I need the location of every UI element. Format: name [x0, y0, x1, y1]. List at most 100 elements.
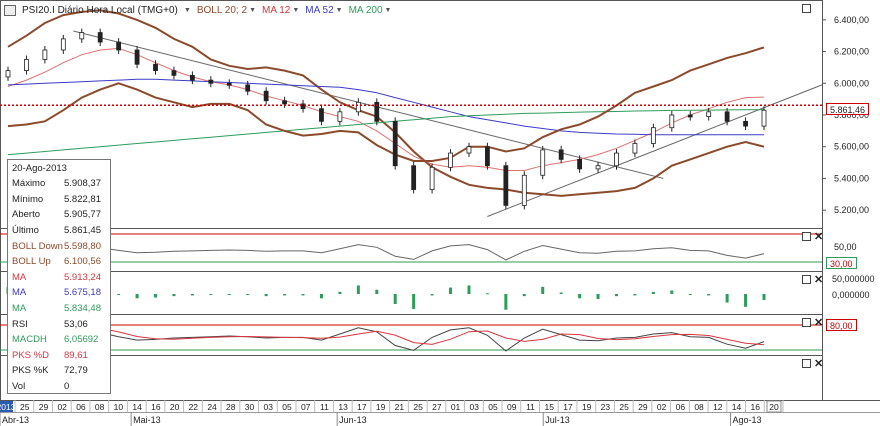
- candle-body: [263, 90, 269, 102]
- series-line: [7, 47, 765, 171]
- info-key: Aberto: [12, 209, 40, 221]
- x-tick-label: 19: [376, 402, 386, 412]
- info-key: MA: [12, 303, 27, 315]
- x-tick-label: 06: [676, 402, 686, 412]
- dropdown-icon[interactable]: ▼: [384, 6, 392, 14]
- macd-histogram-bar: [633, 294, 637, 296]
- macd-histogram-bar: [707, 294, 711, 296]
- month-label: Jul-13: [545, 415, 570, 425]
- candle-body: [300, 103, 306, 110]
- info-row: BOLL Up 6.100,56: [8, 254, 110, 270]
- candle-body: [79, 32, 85, 40]
- pane-frame: [0, 0, 823, 229]
- macd-histogram-bar: [338, 291, 342, 294]
- info-value: 5.675,18: [64, 287, 101, 299]
- price-tick-label: 5.200,00: [834, 205, 869, 215]
- legend-ma12[interactable]: MA 12 ▼: [262, 4, 300, 16]
- info-key: Máximo: [12, 178, 46, 190]
- info-value: 53,06: [64, 318, 88, 330]
- info-row: MACDH 6,05692: [8, 332, 110, 348]
- price-tick-label: 6.200,00: [834, 47, 869, 57]
- x-tick-label: 16: [751, 402, 761, 412]
- info-row: PKS %K 72,79: [8, 363, 110, 379]
- x-tick-label: 2013: [0, 402, 16, 412]
- info-row: Máximo 5.908,37: [8, 176, 110, 192]
- info-value: 5.861,45: [64, 225, 101, 237]
- x-tick-label: 19: [582, 402, 592, 412]
- candle-body: [577, 158, 583, 170]
- x-tick-label: 29: [39, 402, 49, 412]
- chart-type-icon[interactable]: [4, 4, 16, 16]
- x-tick-label: 20: [170, 402, 180, 412]
- macd-histogram-bar: [412, 294, 416, 309]
- x-tick-label: 03: [264, 402, 274, 412]
- info-value: 89,61: [64, 349, 88, 361]
- x-tick-label: 29: [638, 402, 648, 412]
- candle-body: [503, 165, 509, 206]
- info-date: 20-Ago-2013: [12, 162, 67, 174]
- candle-body: [632, 143, 638, 154]
- info-row: Vol 0: [8, 379, 110, 395]
- macd-histogram-bar: [467, 285, 471, 294]
- candle-body: [42, 49, 48, 60]
- macd-histogram-bar: [688, 294, 692, 295]
- x-tick-label: 20: [769, 402, 779, 412]
- candle-body: [411, 165, 417, 190]
- macd-histogram-bar: [319, 294, 323, 299]
- candle-body: [650, 127, 656, 144]
- macd-histogram-bar: [264, 294, 268, 297]
- symbol-dropdown-icon[interactable]: ▼: [183, 6, 191, 14]
- x-tick-label: 06: [76, 402, 86, 412]
- candle-body: [60, 38, 66, 51]
- candle-body: [319, 108, 324, 122]
- close-stoch-pane-icon[interactable]: ✕: [814, 317, 824, 329]
- price-tick-label: 6.000,00: [834, 78, 869, 88]
- x-tick-label: 24: [207, 402, 217, 412]
- x-tick-label: 28: [226, 402, 236, 412]
- macd-histogram-bar: [227, 294, 231, 295]
- x-tick-label: 09: [507, 402, 517, 412]
- macd-tick-label: 50,000000: [832, 274, 875, 284]
- info-key: MACDH: [12, 334, 47, 346]
- macd-histogram-bar: [614, 294, 618, 297]
- legend-ma52[interactable]: MA 52 ▼: [305, 4, 343, 16]
- candle-body: [245, 84, 251, 92]
- info-key: RSI: [12, 318, 28, 330]
- close-volume-pane-icon[interactable]: ✕: [814, 358, 824, 370]
- candle-body: [614, 152, 619, 167]
- candle-body: [466, 146, 472, 154]
- dropdown-icon[interactable]: ▼: [249, 6, 256, 14]
- symbol-label[interactable]: PSI20.I Diário Hora Local (TMG+0): [22, 4, 178, 16]
- dropdown-icon[interactable]: ▼: [335, 6, 343, 14]
- maximize-macd-pane-button[interactable]: [802, 275, 811, 284]
- candle-body: [448, 152, 453, 168]
- macd-tick-label: 0,000000: [832, 290, 870, 300]
- price-tick-label: 5.600,00: [834, 142, 869, 152]
- x-tick-label: 10: [114, 402, 124, 412]
- maximize-main-pane-button[interactable]: [802, 4, 811, 13]
- info-key: PKS %K: [12, 365, 49, 377]
- maximize-stoch-pane-button[interactable]: [802, 318, 811, 327]
- legend-boll[interactable]: BOLL 20; 2 ▼: [196, 4, 256, 16]
- candle-body: [355, 101, 361, 113]
- info-value: 6,05692: [64, 334, 99, 346]
- maximize-rsi-pane-button[interactable]: [802, 232, 811, 241]
- macd-histogram-bar: [725, 294, 729, 303]
- x-tick-label: 14: [732, 402, 742, 412]
- info-value: 5.908,37: [64, 178, 101, 190]
- close-macd-pane-icon[interactable]: ✕: [814, 274, 824, 286]
- info-value: 5.905,77: [64, 209, 101, 221]
- legend-ma200[interactable]: MA 200 ▼: [348, 4, 392, 16]
- maximize-volume-pane-button[interactable]: [802, 359, 811, 368]
- macd-histogram-bar: [209, 294, 213, 295]
- x-tick-label: 13: [338, 402, 348, 412]
- info-row: MA 5.675,18: [8, 285, 110, 301]
- macd-histogram-bar: [559, 292, 563, 294]
- info-value: 5.834,48: [64, 303, 101, 315]
- info-value: 0: [64, 381, 70, 393]
- dropdown-icon[interactable]: ▼: [292, 6, 300, 14]
- close-rsi-pane-icon[interactable]: ✕: [814, 231, 824, 243]
- candle-body: [485, 146, 490, 167]
- price-tick-label: 6.400,00: [834, 15, 869, 25]
- info-key: BOLL Down: [12, 240, 63, 252]
